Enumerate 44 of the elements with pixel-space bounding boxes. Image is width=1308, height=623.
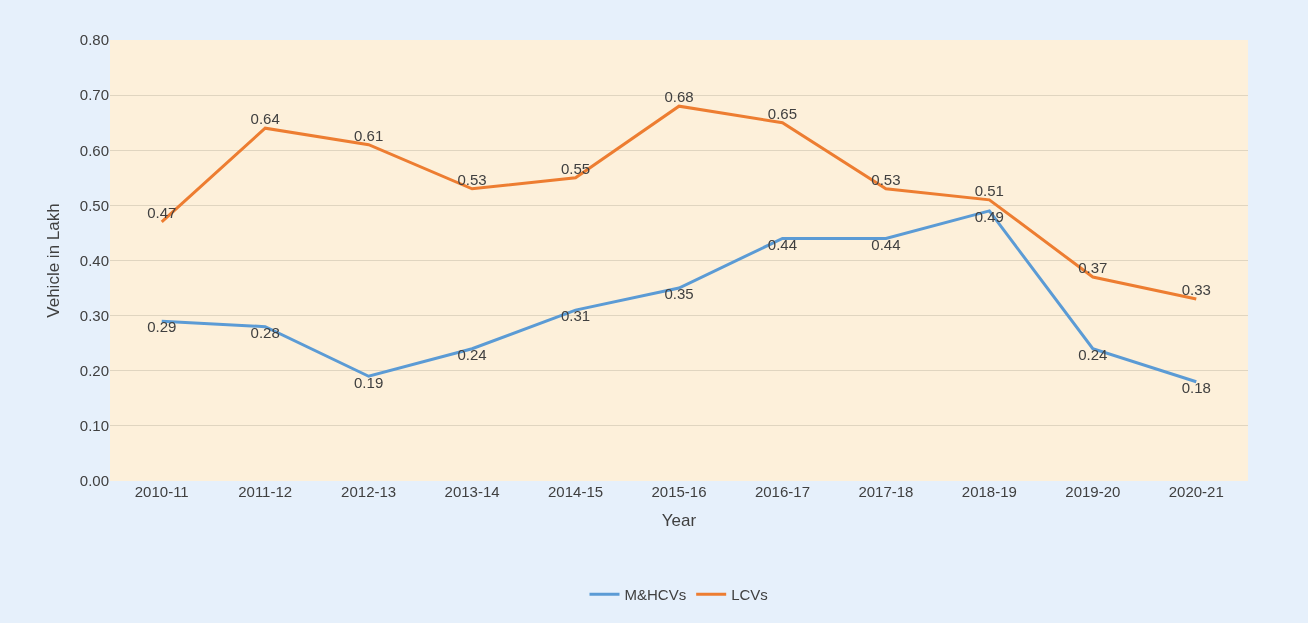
data-label: 0.28 <box>250 323 280 341</box>
x-tick-label: 2019-20 <box>1065 483 1121 500</box>
data-label: 0.44 <box>767 235 798 253</box>
y-tick-label: 0.20 <box>79 362 109 379</box>
x-tick-label: 2013-14 <box>444 483 500 500</box>
data-label: 0.53 <box>871 171 901 189</box>
data-label: 0.31 <box>560 307 591 325</box>
y-axis-title: Vehicle in Lakh <box>44 203 64 318</box>
y-tick-label: 0.60 <box>79 141 109 159</box>
legend-label: LCVs <box>731 586 768 604</box>
data-label: 0.55 <box>560 160 591 178</box>
y-tick-label: 0.00 <box>79 472 109 490</box>
data-label: 0.44 <box>871 235 901 253</box>
y-tick-label: 0.70 <box>79 86 109 104</box>
x-tick-label: 2017-18 <box>858 483 914 500</box>
x-tick-label: 2012-13 <box>341 483 397 500</box>
data-label: 0.65 <box>767 104 798 122</box>
y-tick-label: 0.40 <box>79 251 109 269</box>
data-label: 0.37 <box>1078 259 1108 277</box>
x-tick-label: 2018-19 <box>961 483 1017 500</box>
data-label: 0.24 <box>457 345 487 363</box>
y-tick-label: 0.30 <box>79 306 109 324</box>
x-tick-label: 2016-17 <box>754 483 810 500</box>
data-label: 0.51 <box>974 182 1004 200</box>
x-tick-label: 2015-16 <box>651 483 707 500</box>
legend-label: M&HCVs <box>624 586 687 604</box>
y-tick-label: 0.10 <box>79 417 109 435</box>
data-label: 0.24 <box>1078 345 1108 363</box>
data-label: 0.61 <box>354 126 384 144</box>
x-axis-title: Year <box>661 511 697 531</box>
data-label: 0.35 <box>664 285 694 303</box>
data-label: 0.64 <box>250 110 280 128</box>
y-tick-label: 0.50 <box>79 196 109 214</box>
x-tick-label: 2014-15 <box>548 483 604 500</box>
data-label: 0.68 <box>664 88 694 106</box>
data-label: 0.33 <box>1181 281 1211 299</box>
y-tick-label: 0.80 <box>79 31 109 49</box>
x-tick-label: 2010-11 <box>134 483 189 500</box>
x-tick-label: 2020-21 <box>1168 483 1224 500</box>
x-tick-label: 2011-12 <box>238 483 293 500</box>
data-label: 0.29 <box>147 318 177 336</box>
data-label: 0.53 <box>457 171 487 189</box>
data-label: 0.19 <box>354 373 384 391</box>
data-label: 0.18 <box>1181 379 1211 397</box>
